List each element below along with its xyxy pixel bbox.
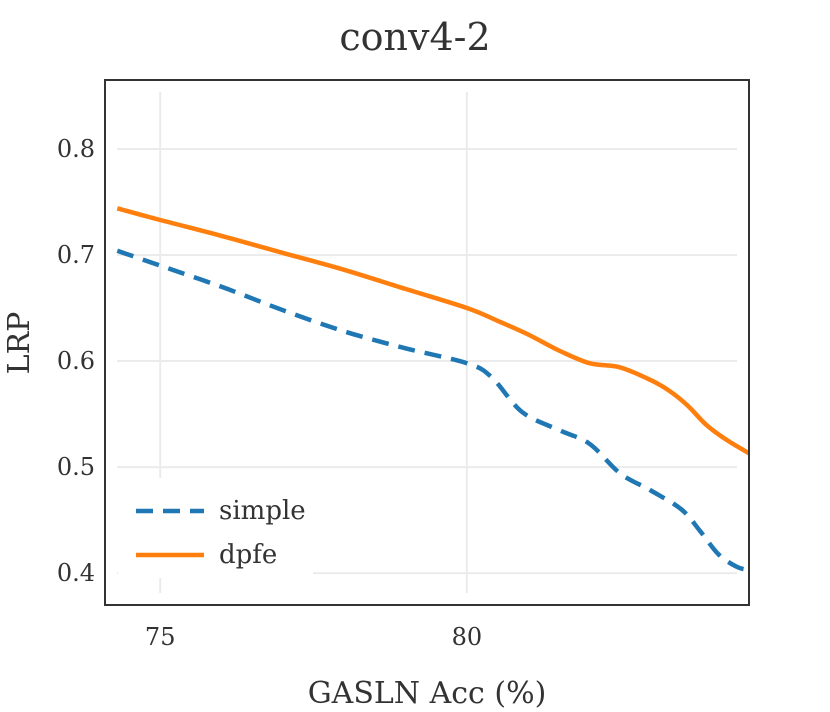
legend-label-simple: simple [219, 496, 306, 526]
plot-area [116, 206, 749, 573]
x-axis-ticks: 75 80 [145, 623, 482, 651]
y-axis-label: LRP [2, 312, 37, 375]
legend-background [118, 478, 313, 578]
x-axis-label: GASLN Acc (%) [308, 676, 547, 711]
y-tick-label: 0.7 [57, 241, 95, 269]
y-tick-label: 0.6 [57, 347, 95, 375]
x-tick-label: 80 [452, 623, 483, 651]
y-tick-label: 0.4 [57, 559, 95, 587]
y-axis-ticks: 0.4 0.5 0.6 0.7 0.8 [57, 135, 95, 587]
series-line-simple [116, 248, 749, 573]
plot-frame [104, 79, 750, 606]
legend: simple dpfe [118, 478, 313, 578]
y-tick-label: 0.8 [57, 135, 95, 163]
series-line-dpfe [116, 206, 749, 456]
grid [117, 92, 737, 593]
x-tick-label: 75 [145, 623, 176, 651]
y-tick-label: 0.5 [57, 453, 95, 481]
chart-title: conv4-2 [339, 15, 490, 59]
legend-label-dpfe: dpfe [219, 540, 277, 570]
